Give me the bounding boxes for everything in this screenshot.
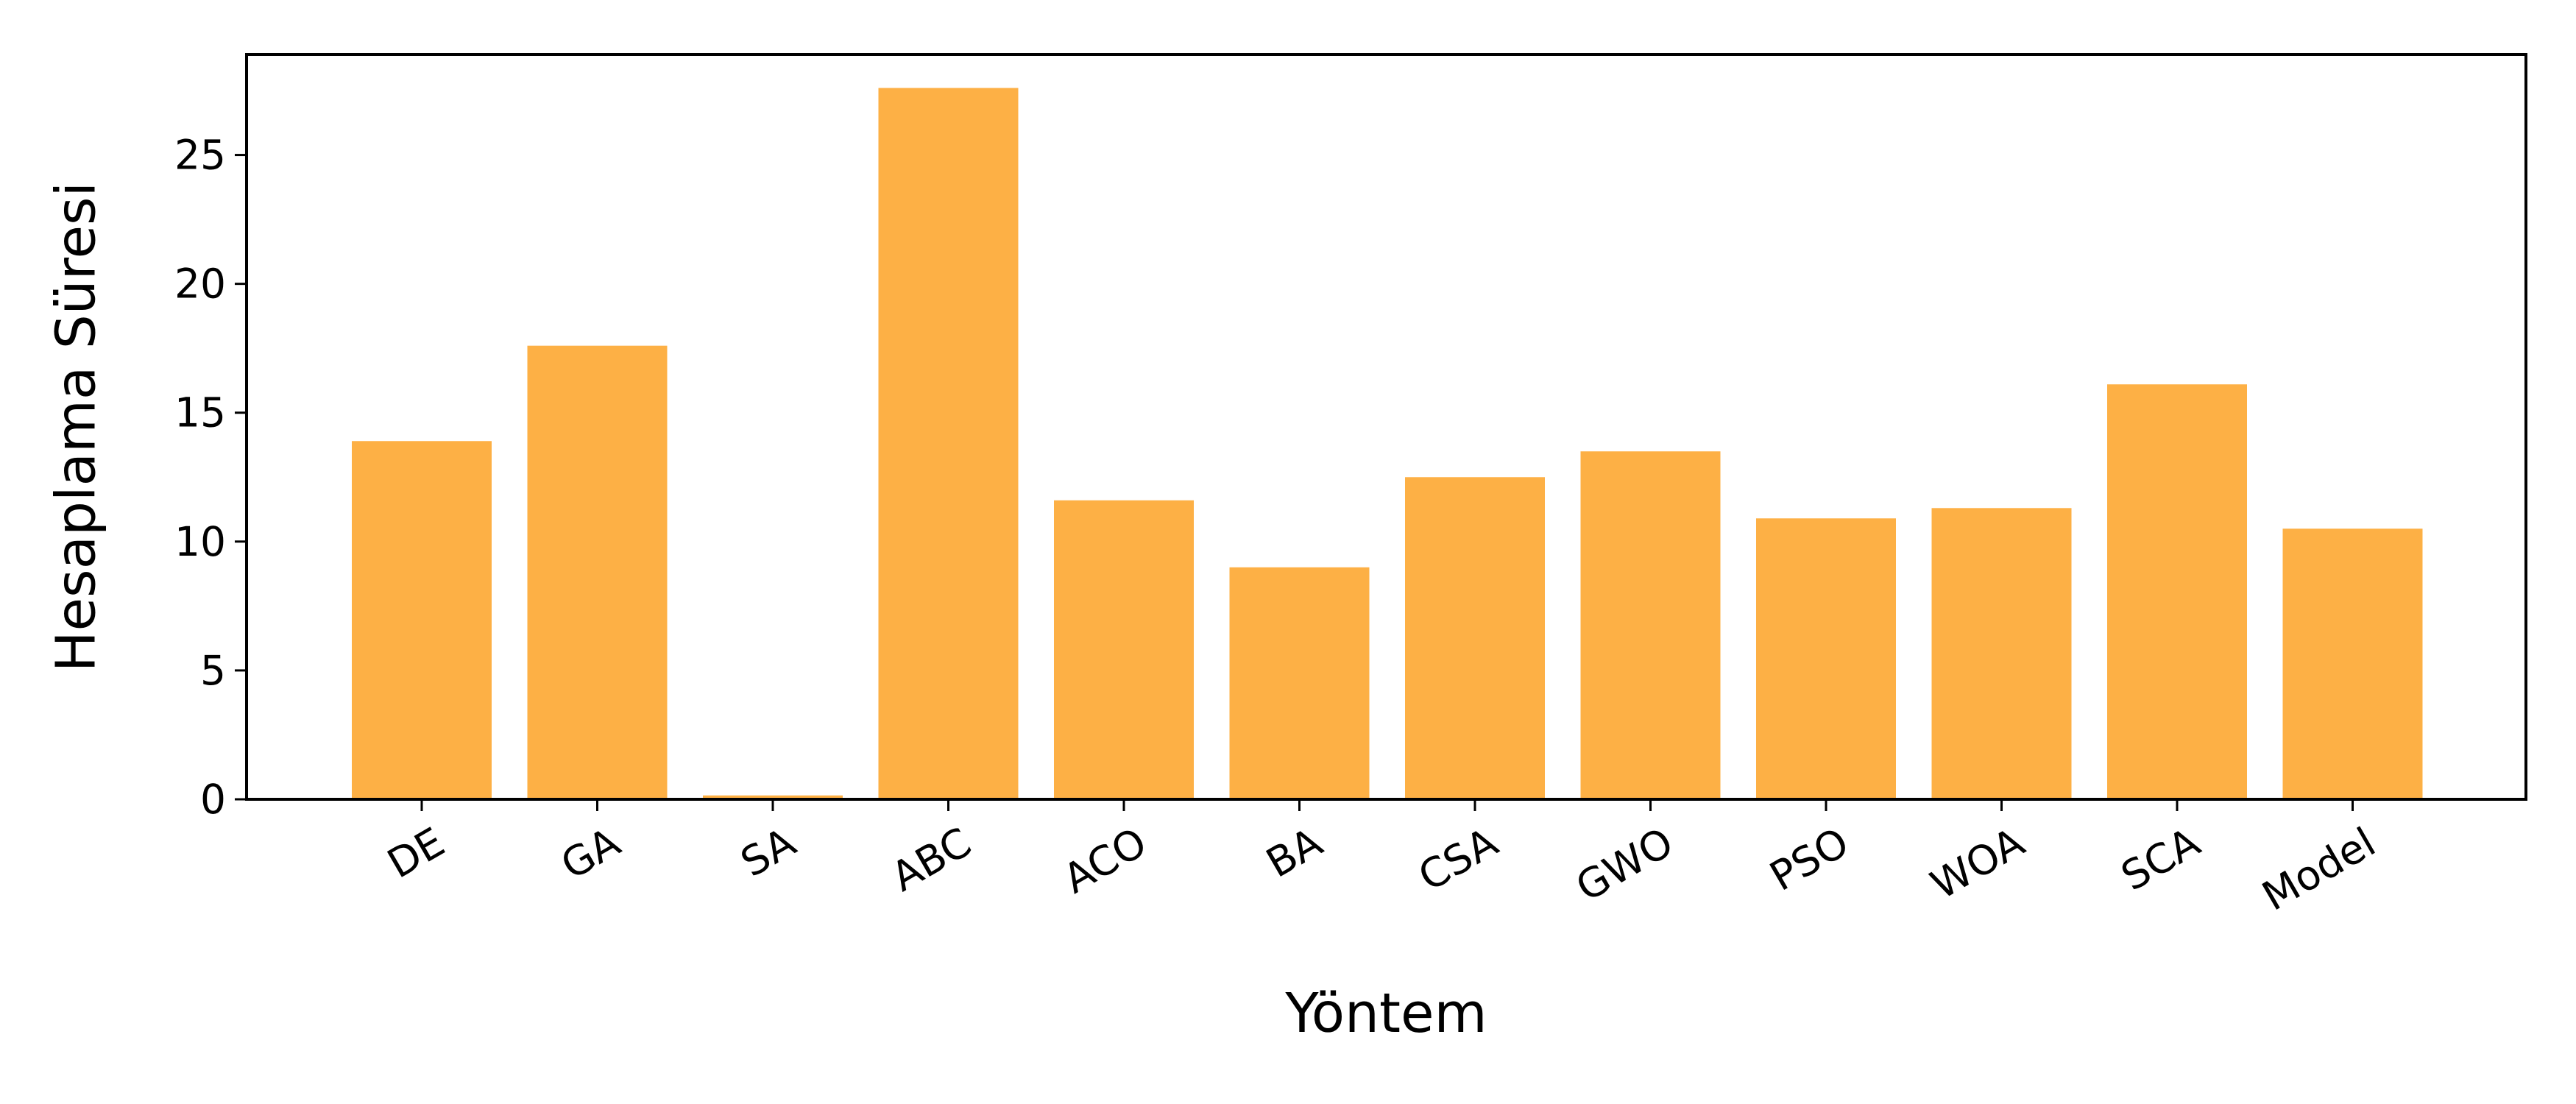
y-tick-label: 0 (200, 776, 226, 823)
bar-abc (878, 88, 1019, 800)
x-tick-label: BA (1259, 818, 1331, 887)
x-tick-label: DE (380, 818, 453, 888)
plot-frame (245, 53, 2527, 801)
y-tick-label: 10 (174, 518, 226, 565)
x-tick-label: GWO (1568, 818, 1681, 911)
x-tick-label: GA (553, 818, 629, 889)
bar-model (2282, 528, 2423, 799)
y-tick-label: 20 (174, 261, 226, 308)
x-tick-label: SA (733, 818, 804, 886)
x-axis: DE GA SA ABC ACO BA CSA GWO PSO WOA SCA Model (380, 799, 2383, 920)
bar-ga (527, 345, 668, 799)
bar-sca (2107, 384, 2247, 799)
y-tick-label: 15 (174, 389, 226, 436)
bar-woa (1931, 508, 2072, 799)
bar-gwo (1580, 451, 1721, 799)
x-tick-label: PSO (1762, 818, 1856, 900)
x-tick-label: ACO (1055, 818, 1155, 903)
x-tick-label: ABC (883, 818, 979, 901)
x-tick-label: SCA (2113, 818, 2207, 900)
bars-layer (352, 88, 2423, 800)
x-tick-label: Model (2254, 818, 2383, 920)
bar-sa (703, 795, 843, 799)
bar-aco (1054, 500, 1194, 799)
y-tick-label: 5 (200, 647, 226, 694)
x-tick-label: CSA (1411, 818, 1506, 901)
bar-de (352, 441, 492, 799)
bar-csa (1405, 477, 1545, 799)
x-tick-label: WOA (1923, 818, 2033, 909)
y-tick-label: 25 (174, 132, 226, 179)
y-axis: 0 5 10 15 20 25 (174, 132, 247, 823)
bar-ba (1229, 567, 1370, 799)
x-axis-title: Yöntem (1284, 982, 1487, 1045)
y-axis-title: Hesaplama Süresi (45, 182, 108, 672)
bar-pso (1756, 518, 1896, 799)
